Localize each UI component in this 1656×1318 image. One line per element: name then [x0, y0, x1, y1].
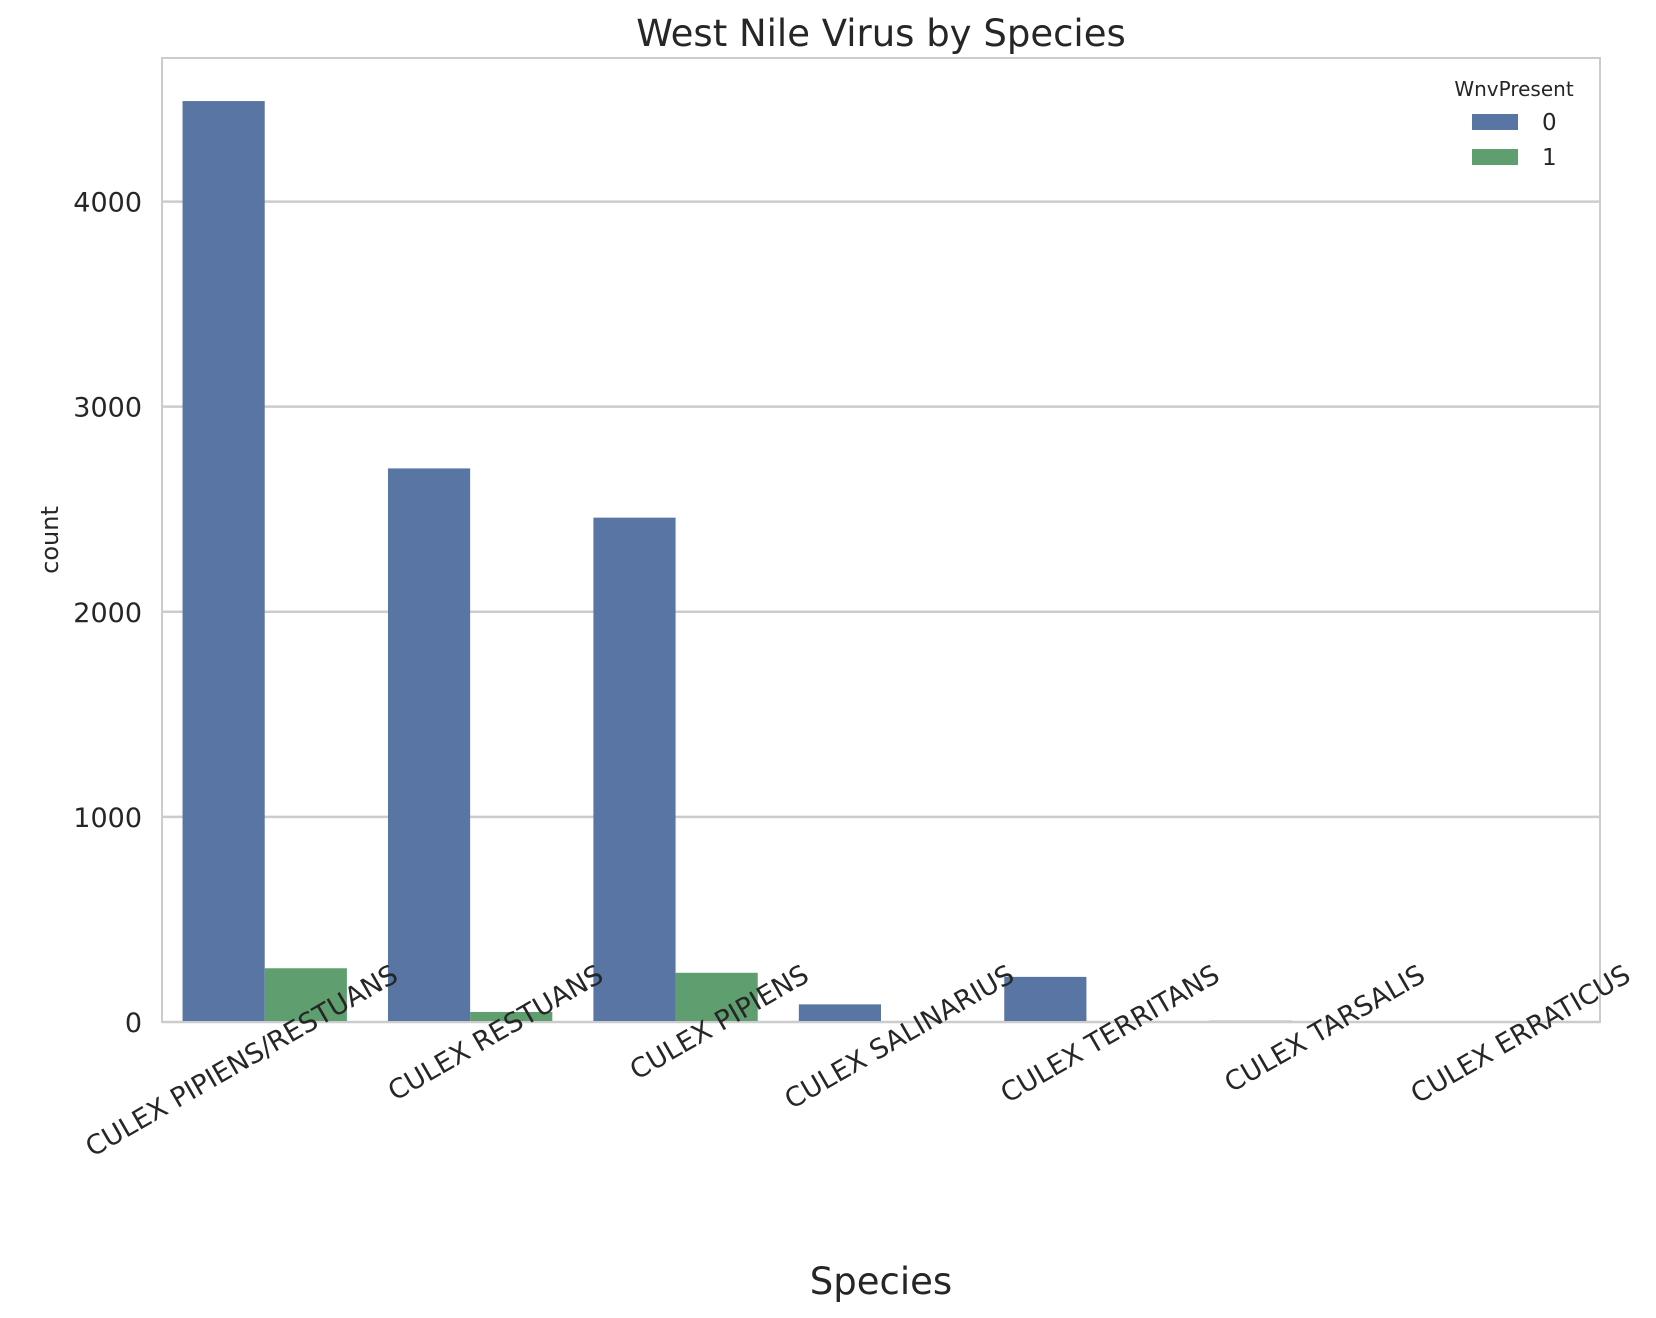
- legend-title: WnvPresent: [1454, 77, 1573, 101]
- x-tick-label: CULEX ERRATICUS: [1406, 959, 1636, 1110]
- y-tick-label: 0: [125, 1008, 142, 1039]
- y-tick-label: 1000: [73, 803, 142, 834]
- y-tick-labels: 0 1000 2000 3000 4000: [73, 188, 142, 1039]
- bar-0-series-0: [182, 101, 265, 1023]
- gridlines: [162, 200, 1600, 1024]
- x-tick-label: CULEX TARSALIS: [1220, 959, 1431, 1099]
- bar-0-series-1: [264, 968, 347, 1022]
- legend-swatch-1: [1472, 149, 1518, 165]
- bar-4-series-0: [1004, 976, 1087, 1022]
- legend-label: 1: [1542, 145, 1557, 171]
- y-tick-label: 2000: [73, 598, 142, 629]
- legend: WnvPresent 0 1: [1454, 77, 1573, 171]
- chart-title: West Nile Virus by Species: [636, 12, 1126, 55]
- y-tick-label: 4000: [73, 188, 142, 219]
- bar-3-series-0: [798, 1004, 881, 1022]
- plot-frame: [161, 57, 1601, 1023]
- legend-label: 0: [1542, 110, 1557, 136]
- bar-1-series-1: [470, 1011, 553, 1022]
- bar-2-series-1: [675, 972, 758, 1022]
- y-tick-label: 3000: [73, 393, 142, 424]
- bar-1-series-0: [387, 468, 471, 1023]
- bars: [182, 101, 1498, 1023]
- x-axis-label: Species: [810, 1260, 952, 1303]
- bar-2-series-0: [593, 517, 676, 1022]
- y-axis-label: count: [36, 506, 64, 574]
- legend-swatch-0: [1472, 114, 1518, 130]
- x-tick-label: CULEX SALINARIUS: [780, 959, 1020, 1115]
